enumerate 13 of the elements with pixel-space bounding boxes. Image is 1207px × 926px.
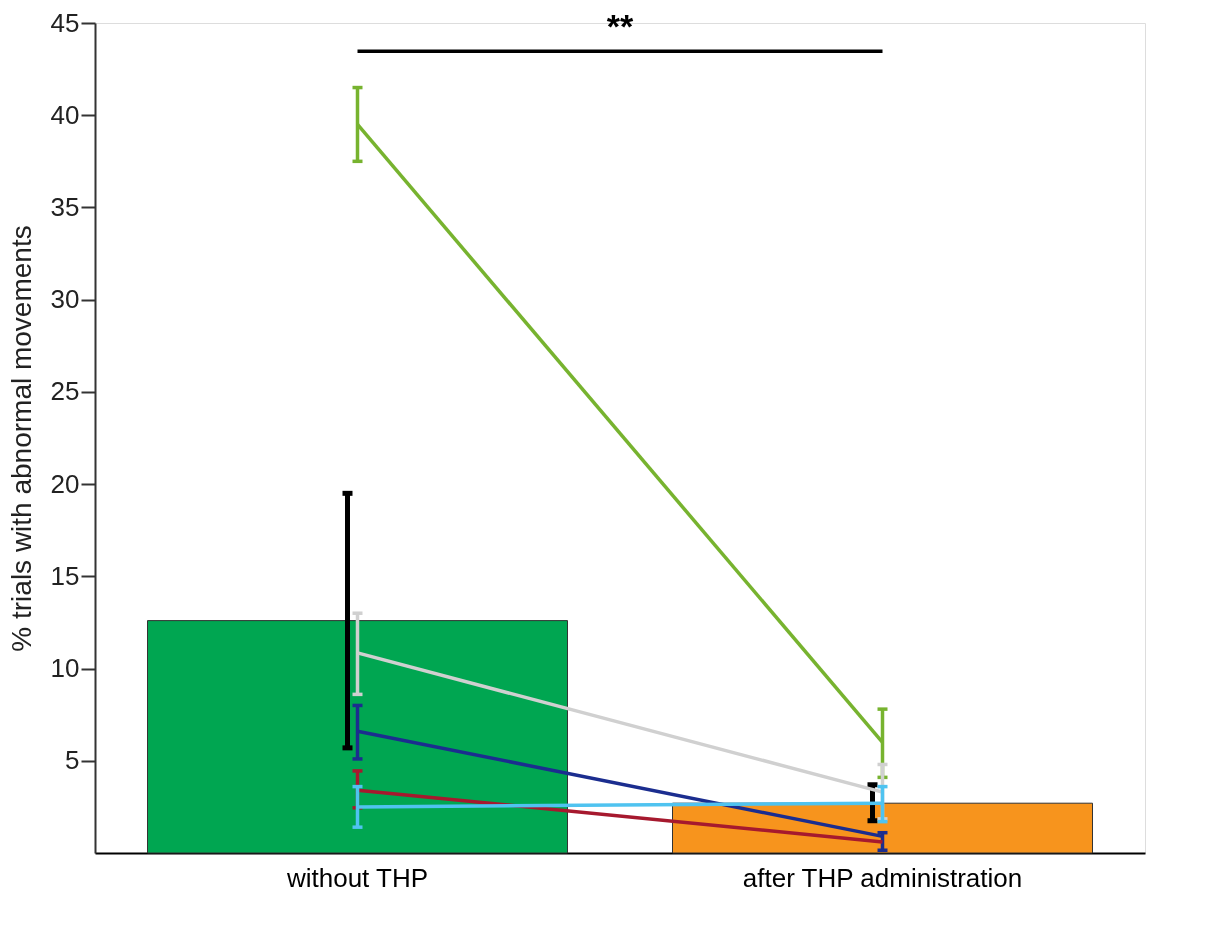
y-tick-label: 30 bbox=[50, 284, 80, 315]
y-tick-label: 35 bbox=[50, 191, 80, 222]
y-tick-label: 45 bbox=[50, 7, 80, 38]
y-tick-label: 15 bbox=[50, 560, 80, 591]
x-tick-label: after THP administration bbox=[742, 862, 1023, 893]
y-tick-label: 10 bbox=[50, 653, 80, 684]
annotation: ** bbox=[606, 7, 634, 46]
y-tick-label: 25 bbox=[50, 376, 80, 407]
x-tick-label: without THP bbox=[285, 862, 429, 893]
y-tick-label: 5 bbox=[65, 745, 80, 776]
y-tick-label: 20 bbox=[50, 468, 80, 499]
y-tick-label: 40 bbox=[50, 99, 80, 130]
y-axis-title: % trials with abnormal movements bbox=[5, 225, 37, 652]
